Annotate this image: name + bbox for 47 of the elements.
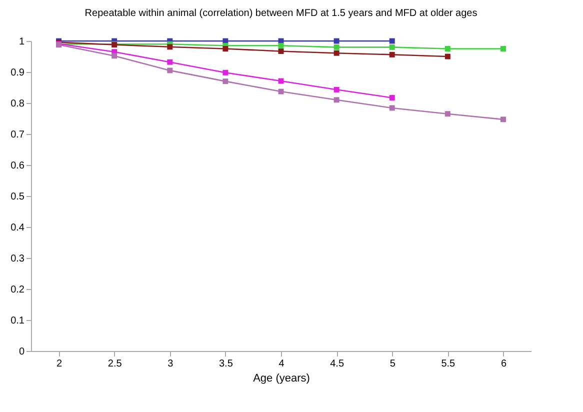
y-tick-label: 0.2 [10, 284, 25, 296]
x-tick-label: 6 [500, 358, 507, 370]
point [389, 105, 395, 111]
point [389, 52, 395, 58]
point [222, 46, 228, 52]
point [334, 38, 340, 44]
point [334, 97, 340, 103]
x-tick-label: 5 [390, 358, 396, 370]
point [389, 94, 395, 100]
y-tick-label: 0.4 [10, 222, 25, 234]
x-tick-label: 3 [168, 358, 174, 370]
point [222, 78, 228, 84]
point [167, 59, 173, 65]
point [500, 46, 506, 52]
x-axis-title: Age (years) [253, 372, 310, 384]
point [278, 88, 284, 94]
y-tick-label: 0 [18, 346, 25, 358]
y-tick-label: 0.3 [10, 254, 25, 264]
x-tick-label: 2 [56, 358, 62, 370]
point [222, 70, 228, 76]
x-tick-label: 3.5 [218, 358, 234, 370]
y-tick-label: 0.9 [10, 68, 25, 78]
y-tick-label: 0.7 [10, 130, 25, 140]
point [334, 44, 340, 50]
point [334, 50, 340, 56]
point [389, 44, 395, 50]
point [444, 46, 450, 52]
point [167, 68, 173, 74]
point [500, 116, 506, 122]
y-tick-label: 0.6 [10, 160, 25, 172]
point [334, 86, 340, 92]
point [167, 44, 173, 50]
y-tick-label: 1 [18, 36, 25, 48]
y-tick-label: 0.1 [10, 316, 25, 326]
y-tick-label: 0.5 [10, 192, 25, 202]
x-tick-label: 4.5 [330, 358, 344, 370]
chart-title: Repeatable within animal (correlation) between MFD at 1.5 years and MFD at older ages [84, 8, 478, 19]
x-tick-label: 4 [278, 358, 285, 370]
point [389, 38, 395, 44]
y-tick-label: 0.8 [10, 98, 25, 110]
point [444, 54, 450, 60]
x-tick-label: 5.5 [441, 358, 456, 370]
point [278, 48, 284, 54]
point [112, 53, 118, 59]
x-tick-label: 2.5 [108, 358, 122, 370]
point [444, 111, 450, 117]
point [278, 42, 284, 48]
